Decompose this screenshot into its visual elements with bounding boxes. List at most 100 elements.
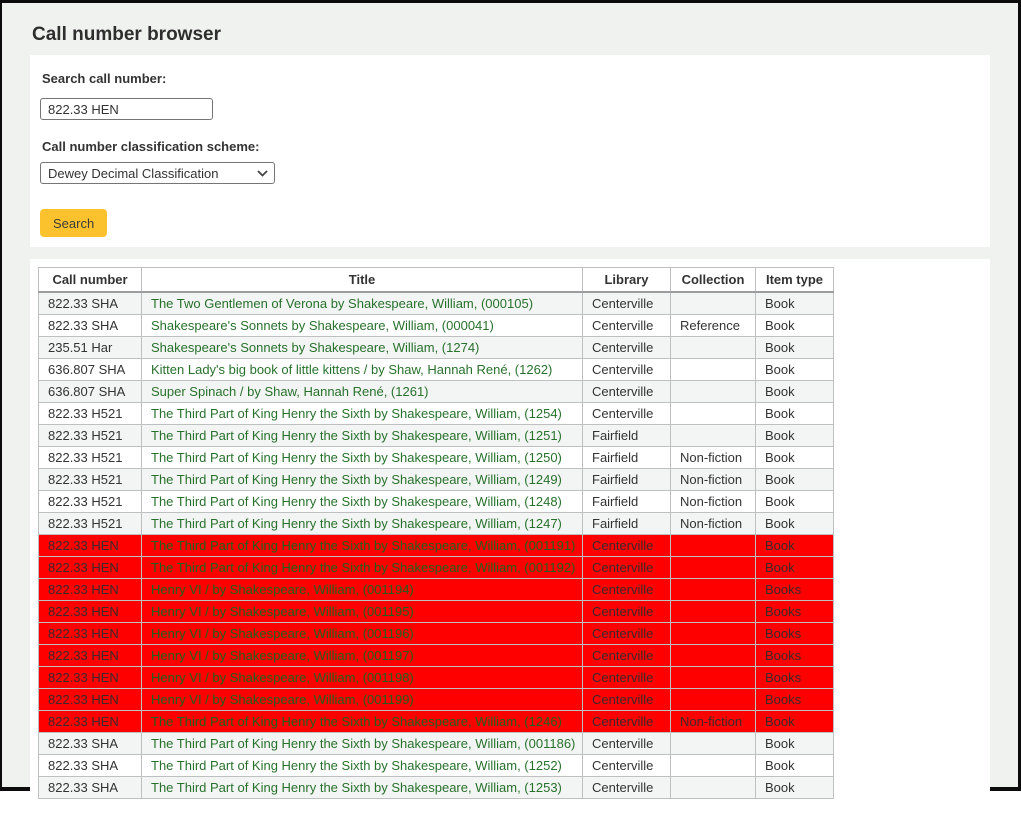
call-number-input[interactable] [40, 98, 213, 120]
title-link[interactable]: The Third Part of King Henry the Sixth b… [151, 714, 562, 729]
collection-cell [670, 424, 756, 447]
library-cell: Centerville [582, 314, 671, 337]
collection-cell [670, 732, 756, 755]
item-type-cell: Book [755, 534, 834, 557]
table-row: 822.33 H521 The Third Part of King Henry … [38, 468, 834, 491]
header-item-type: Item type [755, 267, 834, 293]
item-type-cell: Book [755, 556, 834, 579]
table-row: 822.33 H521 The Third Part of King Henry … [38, 446, 834, 469]
call-number-cell: 822.33 H521 [38, 512, 142, 535]
title-link[interactable]: Super Spinach / by Shaw, Hannah René, (1… [151, 384, 429, 399]
collection-cell [670, 688, 756, 711]
title-link[interactable]: The Third Part of King Henry the Sixth b… [151, 406, 562, 421]
search-button[interactable]: Search [40, 209, 108, 237]
item-type-cell: Book [755, 358, 834, 381]
item-type-cell: Books [755, 666, 834, 689]
item-type-cell: Book [755, 380, 834, 403]
title-link[interactable]: Henry VI / by Shakespeare, William, (001… [151, 692, 414, 707]
table-row: 822.33 HEN Henry VI / by Shakespeare, Wil… [38, 688, 834, 711]
call-number-cell: 822.33 HEN [38, 534, 142, 557]
call-number-cell: 822.33 H521 [38, 490, 142, 513]
collection-cell: Non-fiction [670, 468, 756, 491]
title-link[interactable]: The Third Part of King Henry the Sixth b… [151, 516, 562, 531]
item-type-cell: Books [755, 578, 834, 601]
collection-cell [670, 600, 756, 623]
title-link[interactable]: The Third Part of King Henry the Sixth b… [151, 538, 576, 553]
collection-cell: Non-fiction [670, 512, 756, 535]
collection-cell [670, 776, 756, 799]
table-row: 822.33 SHA Shakespeare's Sonnets by Shake… [38, 314, 834, 337]
title-link[interactable]: Shakespeare's Sonnets by Shakespeare, Wi… [151, 340, 480, 355]
collection-cell [670, 336, 756, 359]
library-cell: Centerville [582, 534, 671, 557]
item-type-cell: Book [755, 732, 834, 755]
collection-cell: Non-fiction [670, 710, 756, 733]
title-cell: The Third Part of King Henry the Sixth b… [141, 468, 583, 491]
title-link[interactable]: The Third Part of King Henry the Sixth b… [151, 560, 576, 575]
call-number-cell: 822.33 H521 [38, 402, 142, 425]
item-type-cell: Books [755, 600, 834, 623]
call-number-cell: 822.33 HEN [38, 644, 142, 667]
collection-cell [670, 578, 756, 601]
table-row: 822.33 H521 The Third Part of King Henry … [38, 512, 834, 535]
call-number-cell: 822.33 H521 [38, 468, 142, 491]
header-library: Library [582, 267, 671, 293]
title-link[interactable]: Kitten Lady's big book of little kittens… [151, 362, 553, 377]
title-cell: Shakespeare's Sonnets by Shakespeare, Wi… [141, 314, 583, 337]
title-cell: The Third Part of King Henry the Sixth b… [141, 754, 583, 777]
call-number-cell: 822.33 HEN [38, 688, 142, 711]
title-link[interactable]: The Third Part of King Henry the Sixth b… [151, 472, 562, 487]
page: Call number browser Search call number: … [2, 24, 1018, 819]
table-row: 822.33 SHA The Third Part of King Henry t… [38, 754, 834, 777]
collection-cell: Reference [670, 314, 756, 337]
title-cell: Henry VI / by Shakespeare, William, (001… [141, 644, 583, 667]
library-cell: Centerville [582, 556, 671, 579]
title-link[interactable]: Henry VI / by Shakespeare, William, (001… [151, 582, 414, 597]
title-link[interactable]: Henry VI / by Shakespeare, William, (001… [151, 604, 414, 619]
title-link[interactable]: The Third Part of King Henry the Sixth b… [151, 428, 562, 443]
page-title: Call number browser [32, 24, 221, 45]
results-table-body: 822.33 SHA The Two Gentlemen of Verona by… [38, 291, 834, 799]
call-number-cell: 235.51 Har [38, 336, 142, 359]
table-row: 235.51 Har Shakespeare's Sonnets by Shake… [38, 336, 834, 359]
classification-scheme-selected-value: Dewey Decimal Classification [48, 165, 219, 181]
title-link[interactable]: Henry VI / by Shakespeare, William, (001… [151, 626, 414, 641]
library-cell: Fairfield [582, 512, 671, 535]
classification-scheme-label: Call number classification scheme: [42, 139, 260, 154]
call-number-cell: 636.807 SHA [38, 358, 142, 381]
item-type-cell: Books [755, 622, 834, 645]
table-row: 822.33 HEN Henry VI / by Shakespeare, Wil… [38, 622, 834, 645]
title-link[interactable]: The Third Part of King Henry the Sixth b… [151, 494, 562, 509]
title-cell: Henry VI / by Shakespeare, William, (001… [141, 666, 583, 689]
title-cell: Henry VI / by Shakespeare, William, (001… [141, 600, 583, 623]
collection-cell [670, 534, 756, 557]
title-link[interactable]: The Third Part of King Henry the Sixth b… [151, 736, 576, 751]
title-link[interactable]: The Third Part of King Henry the Sixth b… [151, 780, 562, 795]
title-link[interactable]: Henry VI / by Shakespeare, William, (001… [151, 670, 414, 685]
title-cell: The Third Part of King Henry the Sixth b… [141, 710, 583, 733]
library-cell: Centerville [582, 600, 671, 623]
title-link[interactable]: Henry VI / by Shakespeare, William, (001… [151, 648, 414, 663]
title-link[interactable]: Shakespeare's Sonnets by Shakespeare, Wi… [151, 318, 494, 333]
table-row: 636.807 SHA Super Spinach / by Shaw, Hann… [38, 380, 834, 403]
table-row: 822.33 SHA The Third Part of King Henry t… [38, 776, 834, 799]
title-link[interactable]: The Third Part of King Henry the Sixth b… [151, 758, 562, 773]
call-number-cell: 636.807 SHA [38, 380, 142, 403]
item-type-cell: Book [755, 710, 834, 733]
item-type-cell: Book [755, 776, 834, 799]
table-row: 822.33 H521 The Third Part of King Henry … [38, 402, 834, 425]
table-row: 822.33 HEN Henry VI / by Shakespeare, Wil… [38, 666, 834, 689]
title-link[interactable]: The Third Part of King Henry the Sixth b… [151, 450, 562, 465]
library-cell: Centerville [582, 291, 671, 315]
title-cell: The Third Part of King Henry the Sixth b… [141, 490, 583, 513]
classification-scheme-select[interactable]: Dewey Decimal Classification [40, 162, 275, 184]
call-number-cell: 822.33 HEN [38, 600, 142, 623]
title-link[interactable]: The Two Gentlemen of Verona by Shakespea… [151, 296, 534, 311]
title-cell: Kitten Lady's big book of little kittens… [141, 358, 583, 381]
item-type-cell: Book [755, 512, 834, 535]
call-number-cell: 822.33 SHA [38, 291, 142, 315]
title-cell: The Third Part of King Henry the Sixth b… [141, 402, 583, 425]
collection-cell: Non-fiction [670, 446, 756, 469]
collection-cell [670, 291, 756, 315]
call-number-cell: 822.33 HEN [38, 622, 142, 645]
